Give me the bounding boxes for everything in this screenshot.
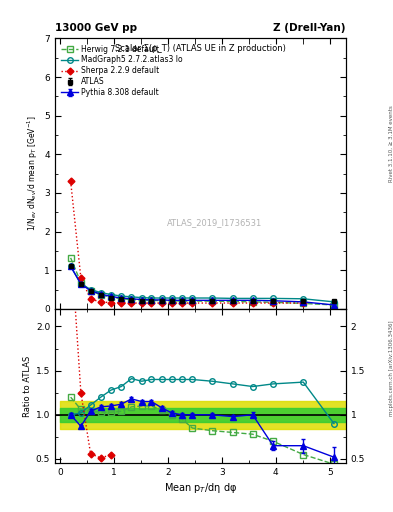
Herwig 7.2.1 default — [129, 296, 134, 303]
Herwig 7.2.1 default — [159, 297, 164, 304]
MadGraph5 2.7.2.atlas3 lo — [332, 299, 336, 305]
MadGraph5 2.7.2.atlas3 lo — [98, 289, 103, 295]
MadGraph5 2.7.2.atlas3 lo — [190, 295, 195, 301]
Sherpa 2.2.9 default — [190, 300, 195, 306]
MadGraph5 2.7.2.atlas3 lo — [210, 295, 215, 301]
Herwig 7.2.1 default — [68, 255, 73, 261]
Herwig 7.2.1 default — [140, 297, 144, 303]
Sherpa 2.2.9 default — [140, 300, 144, 306]
Text: Scalar Σ(p_T) (ATLAS UE in Z production): Scalar Σ(p_T) (ATLAS UE in Z production) — [115, 44, 286, 53]
Herwig 7.2.1 default — [180, 298, 184, 304]
Sherpa 2.2.9 default — [129, 300, 134, 306]
MadGraph5 2.7.2.atlas3 lo — [159, 295, 164, 301]
Sherpa 2.2.9 default — [230, 300, 235, 306]
Herwig 7.2.1 default — [149, 297, 154, 304]
Herwig 7.2.1 default — [271, 299, 275, 305]
Sherpa 2.2.9 default — [169, 300, 174, 306]
MadGraph5 2.7.2.atlas3 lo — [68, 263, 73, 269]
Herwig 7.2.1 default — [109, 294, 114, 301]
MadGraph5 2.7.2.atlas3 lo — [79, 281, 83, 287]
Text: Z (Drell-Yan): Z (Drell-Yan) — [274, 23, 346, 33]
Sherpa 2.2.9 default — [149, 300, 154, 306]
MadGraph5 2.7.2.atlas3 lo — [230, 295, 235, 302]
Sherpa 2.2.9 default — [250, 300, 255, 306]
Sherpa 2.2.9 default — [159, 300, 164, 306]
Herwig 7.2.1 default — [210, 298, 215, 304]
Sherpa 2.2.9 default — [88, 296, 93, 302]
Text: Rivet 3.1.10, ≥ 3.1M events: Rivet 3.1.10, ≥ 3.1M events — [389, 105, 393, 182]
Herwig 7.2.1 default — [98, 292, 103, 298]
Sherpa 2.2.9 default — [119, 300, 124, 306]
Herwig 7.2.1 default — [88, 288, 93, 294]
Legend: Herwig 7.2.1 default, MadGraph5 2.7.2.atlas3 lo, Sherpa 2.2.9 default, ATLAS, Py: Herwig 7.2.1 default, MadGraph5 2.7.2.at… — [59, 42, 185, 99]
MadGraph5 2.7.2.atlas3 lo — [169, 295, 174, 301]
MadGraph5 2.7.2.atlas3 lo — [119, 293, 124, 299]
MadGraph5 2.7.2.atlas3 lo — [88, 286, 93, 292]
Y-axis label: Ratio to ATLAS: Ratio to ATLAS — [23, 355, 31, 417]
Sherpa 2.2.9 default — [301, 300, 306, 306]
Sherpa 2.2.9 default — [210, 300, 215, 306]
MadGraph5 2.7.2.atlas3 lo — [250, 295, 255, 302]
Sherpa 2.2.9 default — [79, 275, 83, 281]
MadGraph5 2.7.2.atlas3 lo — [301, 296, 306, 302]
MadGraph5 2.7.2.atlas3 lo — [129, 294, 134, 300]
Herwig 7.2.1 default — [301, 301, 306, 307]
Herwig 7.2.1 default — [190, 298, 195, 304]
Line: Herwig 7.2.1 default: Herwig 7.2.1 default — [68, 255, 337, 308]
Text: 13000 GeV pp: 13000 GeV pp — [55, 23, 137, 33]
Herwig 7.2.1 default — [119, 296, 124, 302]
Herwig 7.2.1 default — [332, 302, 336, 308]
Herwig 7.2.1 default — [250, 299, 255, 305]
MadGraph5 2.7.2.atlas3 lo — [149, 295, 154, 301]
Sherpa 2.2.9 default — [98, 299, 103, 305]
MadGraph5 2.7.2.atlas3 lo — [180, 295, 184, 301]
MadGraph5 2.7.2.atlas3 lo — [109, 291, 114, 297]
Line: MadGraph5 2.7.2.atlas3 lo: MadGraph5 2.7.2.atlas3 lo — [68, 264, 337, 305]
Herwig 7.2.1 default — [230, 298, 235, 305]
Text: ATLAS_2019_I1736531: ATLAS_2019_I1736531 — [167, 218, 263, 227]
Sherpa 2.2.9 default — [271, 300, 275, 306]
Sherpa 2.2.9 default — [180, 300, 184, 306]
Line: Sherpa 2.2.9 default: Sherpa 2.2.9 default — [68, 179, 306, 306]
Sherpa 2.2.9 default — [68, 178, 73, 184]
Herwig 7.2.1 default — [79, 280, 83, 286]
X-axis label: Mean p$_T$/dη dφ: Mean p$_T$/dη dφ — [164, 481, 237, 496]
MadGraph5 2.7.2.atlas3 lo — [271, 295, 275, 302]
Herwig 7.2.1 default — [169, 297, 174, 304]
Y-axis label: 1/N$_{ev}$ dN$_{ev}$/d mean p$_T$ [GeV$^{-1}$]: 1/N$_{ev}$ dN$_{ev}$/d mean p$_T$ [GeV$^… — [26, 116, 40, 231]
Text: mcplots.cern.ch [arXiv:1306.3436]: mcplots.cern.ch [arXiv:1306.3436] — [389, 321, 393, 416]
MadGraph5 2.7.2.atlas3 lo — [140, 294, 144, 301]
Sherpa 2.2.9 default — [109, 300, 114, 306]
